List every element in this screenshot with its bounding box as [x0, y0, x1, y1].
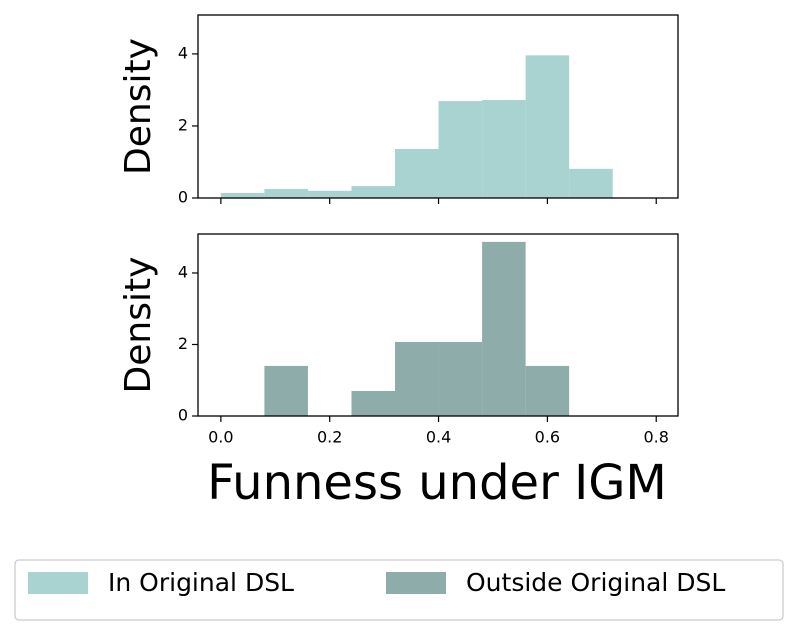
y-axis-label: Density — [118, 257, 159, 394]
histogram-bar — [482, 100, 526, 198]
subplot: 0 2 4 0.0 0.2 0.4 0.6 0.8 Density Funness under I… — [118, 233, 679, 511]
x-tick-label: 0.0 — [208, 428, 233, 447]
x-tick-label: 0.8 — [644, 428, 669, 447]
histogram-bar — [395, 341, 439, 416]
histogram-bar — [569, 168, 613, 198]
histogram-bar — [264, 188, 308, 198]
y-tick-label: 2 — [178, 115, 188, 134]
histogram-bar — [438, 101, 483, 198]
y-tick-label: 4 — [178, 262, 188, 281]
y-tick-label: 4 — [178, 43, 188, 62]
x-tick-label: 0.6 — [535, 428, 560, 447]
legend-label: In Original DSL — [108, 568, 294, 597]
subplot: 0 2 4 Density — [118, 14, 679, 207]
legend-swatch — [386, 572, 446, 594]
histogram-bar — [307, 190, 352, 198]
legend: In Original DSL Outside Original DSL — [14, 559, 784, 621]
x-axis-label: Funness under IGM — [207, 455, 667, 511]
y-tick-label: 2 — [178, 334, 188, 353]
x-tick-label: 0.2 — [317, 428, 342, 447]
histogram-bar — [351, 186, 396, 198]
histogram-bar — [438, 341, 483, 416]
legend-label: Outside Original DSL — [466, 568, 725, 597]
histogram-bar — [395, 149, 439, 198]
histogram-bar — [351, 390, 396, 416]
histogram-bar — [525, 55, 570, 198]
y-axis-label: Density — [118, 38, 159, 175]
histogram-bar — [264, 365, 308, 416]
x-tick-label: 0.4 — [426, 428, 451, 447]
y-tick-label: 0 — [178, 188, 188, 207]
legend-swatch — [28, 572, 88, 594]
histogram-bar — [220, 192, 265, 198]
histogram-bar — [482, 241, 526, 416]
y-tick-label: 0 — [178, 406, 188, 425]
histogram-bar — [525, 365, 570, 416]
